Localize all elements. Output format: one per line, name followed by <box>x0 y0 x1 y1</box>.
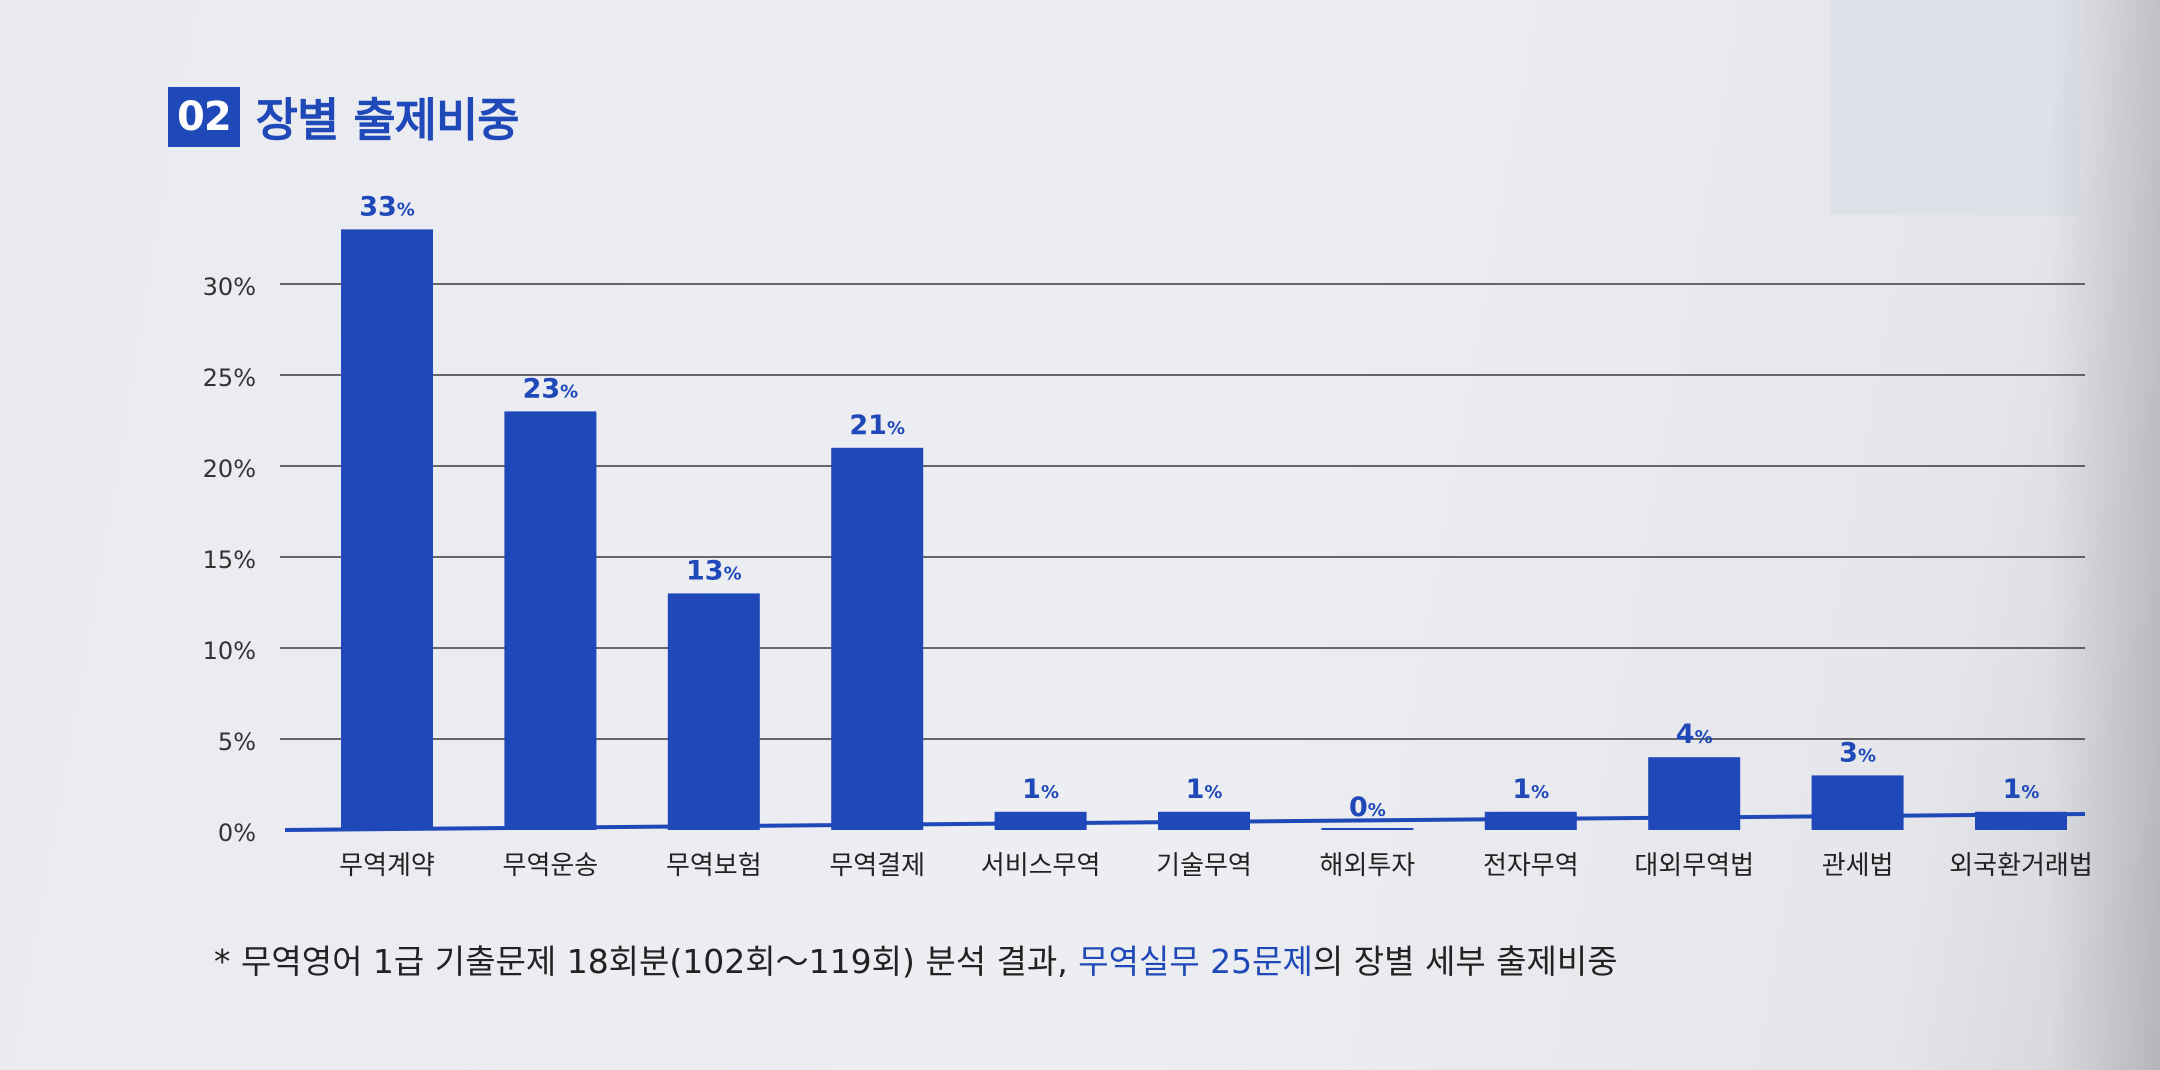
x-tick-label: 기술무역 <box>1156 851 1252 881</box>
section-number-badge: 02 <box>168 87 240 147</box>
bar <box>1811 775 1904 830</box>
data-label: 4% <box>1676 719 1713 750</box>
bar-chart: 0% 5% 10% 15% 20% 25% 30% 33% 무역계약 23% 무역운송 13% 무역보험… <box>203 191 2093 881</box>
data-label: 0% <box>1349 792 1386 823</box>
x-tick-label: 무역보험 <box>666 851 762 881</box>
x-tick-label: 무역운송 <box>503 851 599 881</box>
x-tick-label: 무역계약 <box>339 851 435 881</box>
y-tick-label: 5% <box>218 728 256 756</box>
data-label: 21% <box>849 410 905 441</box>
y-tick-label: 20% <box>203 455 256 483</box>
data-label: 1% <box>1512 774 1549 805</box>
bar <box>831 447 924 830</box>
x-tick-label: 무역결제 <box>829 851 925 881</box>
y-tick-label: 10% <box>203 637 256 665</box>
bar <box>1321 828 1414 830</box>
x-tick-label: 대외무역법 <box>1634 851 1754 881</box>
data-label: 1% <box>1186 774 1223 805</box>
x-tick-label: 서비스무역 <box>981 851 1101 881</box>
x-tick-label: 외국환거래법 <box>1949 851 2093 881</box>
data-label: 13% <box>686 555 742 586</box>
x-tick-label: 관세법 <box>1822 851 1894 881</box>
footnote-prefix: * 무역영어 1급 기출문제 18회분(102회～119회) 분석 결과, <box>214 942 1079 981</box>
x-axis-baseline <box>284 812 2086 832</box>
bar <box>667 593 760 830</box>
chart-footnote: * 무역영어 1급 기출문제 18회분(102회～119회) 분석 결과, 무역… <box>214 935 1618 983</box>
y-tick-label: 15% <box>203 546 256 574</box>
data-label: 33% <box>359 191 415 222</box>
bar <box>504 411 597 830</box>
bar <box>994 811 1087 830</box>
x-tick-label: 전자무역 <box>1483 851 1579 881</box>
page-edge-shadow <box>2050 0 2160 1070</box>
y-tick-label: 0% <box>218 819 256 847</box>
y-tick-label: 25% <box>203 364 256 392</box>
bar <box>341 229 433 830</box>
data-label: 1% <box>2003 774 2040 805</box>
footnote-suffix: 의 장별 세부 출제비중 <box>1312 942 1618 981</box>
y-tick-label: 30% <box>203 273 256 301</box>
footnote-highlight: 무역실무 25문제 <box>1078 942 1313 981</box>
data-label: 23% <box>523 373 579 404</box>
section-title: 장별 출제비중 <box>255 93 520 147</box>
data-label: 1% <box>1022 774 1059 805</box>
background-ghost-panel <box>1830 0 2080 215</box>
data-label: 3% <box>1839 737 1876 768</box>
section-header: 02 장별 출제비중 <box>168 84 520 150</box>
x-tick-label: 해외투자 <box>1320 851 1416 881</box>
